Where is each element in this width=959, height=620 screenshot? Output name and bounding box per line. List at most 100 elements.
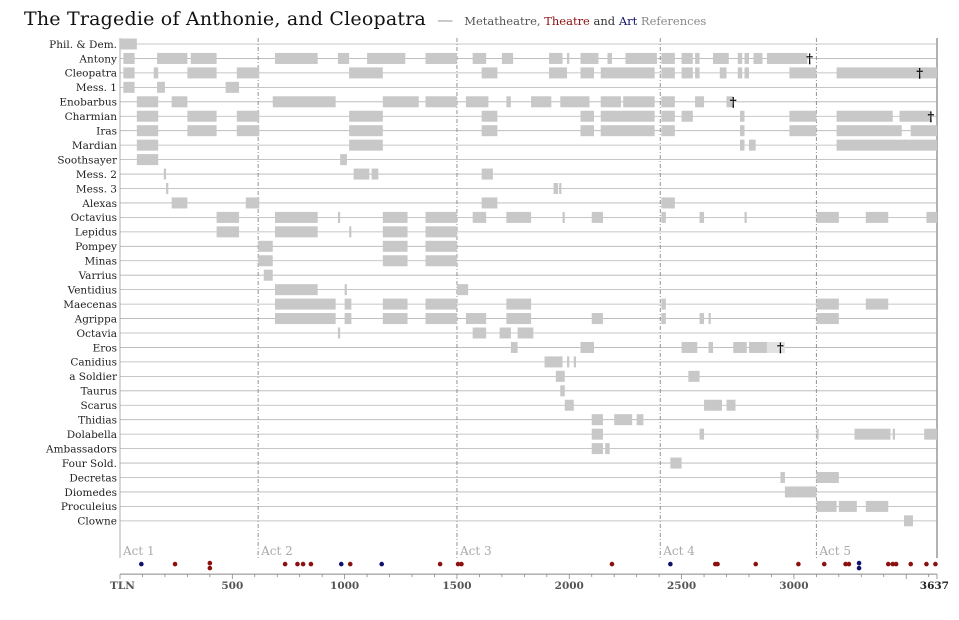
presence-bar bbox=[425, 240, 457, 252]
presence-bar bbox=[600, 96, 621, 108]
art-reference-dot bbox=[338, 561, 344, 567]
presence-bar bbox=[567, 356, 570, 368]
character-label: Pompey bbox=[75, 241, 117, 253]
presence-bar bbox=[854, 428, 891, 440]
x-tick-label: 1000 bbox=[330, 580, 359, 592]
presence-bar bbox=[245, 197, 260, 209]
presence-bar bbox=[739, 110, 745, 122]
presence-bar bbox=[739, 125, 745, 137]
presence-bar bbox=[719, 67, 727, 79]
subtitle-metatheatre: Metatheatre, bbox=[464, 14, 541, 28]
act-label: Act 5 bbox=[818, 544, 851, 558]
presence-bar bbox=[272, 96, 336, 108]
art-reference-dot bbox=[379, 561, 385, 567]
presence-bar bbox=[753, 52, 763, 64]
character-label: Mess. 2 bbox=[76, 169, 117, 181]
presence-bar bbox=[258, 240, 273, 252]
presence-bar bbox=[382, 240, 408, 252]
presence-bar bbox=[865, 298, 889, 310]
presence-bar bbox=[661, 298, 666, 310]
x-tick-label: 2500 bbox=[667, 580, 696, 592]
death-dagger: † bbox=[730, 95, 737, 110]
presence-bar bbox=[564, 399, 574, 411]
character-label: Alexas bbox=[81, 198, 117, 210]
presence-bar bbox=[425, 313, 457, 325]
presence-bar bbox=[726, 399, 736, 411]
presence-bar bbox=[789, 125, 817, 137]
presence-bar bbox=[506, 313, 532, 325]
presence-bar bbox=[274, 313, 336, 325]
death-dagger: † bbox=[777, 341, 784, 356]
presence-bar bbox=[681, 52, 693, 64]
chart-title-row: The Tragedie of Anthonie, and Cleopatra … bbox=[24, 8, 706, 30]
presence-bar bbox=[737, 67, 743, 79]
theatre-reference-dot bbox=[908, 561, 914, 567]
presence-bar bbox=[349, 125, 383, 137]
character-label: Canidius bbox=[70, 357, 117, 369]
theatre-reference-dot bbox=[890, 561, 896, 567]
presence-bar bbox=[726, 96, 734, 108]
presence-bar bbox=[506, 211, 532, 223]
presence-bar bbox=[739, 139, 745, 151]
art-reference-dot bbox=[668, 561, 673, 567]
presence-bar bbox=[708, 341, 714, 353]
presence-bar bbox=[591, 313, 603, 325]
theatre-reference-dot bbox=[933, 561, 938, 567]
presence-bar bbox=[560, 385, 565, 397]
art-reference-dot bbox=[856, 560, 862, 566]
presence-bar bbox=[591, 443, 603, 455]
theatre-reference-dot bbox=[300, 561, 306, 567]
presence-bar bbox=[580, 125, 594, 137]
presence-bar bbox=[382, 313, 408, 325]
character-label: Varrius bbox=[78, 270, 117, 282]
presence-bar bbox=[573, 356, 577, 368]
presence-bar bbox=[136, 125, 159, 137]
x-tick-label: 500 bbox=[221, 580, 243, 592]
presence-bar bbox=[472, 327, 487, 339]
character-label: Mess. 3 bbox=[76, 183, 117, 195]
presence-bar bbox=[481, 197, 498, 209]
character-label: Lepidus bbox=[75, 227, 117, 239]
presence-bar bbox=[699, 211, 705, 223]
presence-bar bbox=[171, 96, 188, 108]
character-label: Proculeius bbox=[61, 501, 117, 513]
character-label: Cleopatra bbox=[65, 68, 117, 80]
presence-bar bbox=[748, 341, 767, 353]
character-label: a Soldier bbox=[69, 371, 118, 383]
presence-bar bbox=[562, 211, 565, 223]
presence-bar bbox=[838, 500, 857, 512]
character-label: Diomedes bbox=[64, 487, 117, 499]
presence-bar bbox=[472, 52, 487, 64]
presence-bar bbox=[793, 486, 817, 498]
art-reference-dot bbox=[856, 565, 862, 571]
presence-bar bbox=[580, 67, 594, 79]
presence-bar bbox=[274, 52, 318, 64]
presence-bar bbox=[531, 96, 552, 108]
presence-bar bbox=[816, 428, 819, 440]
character-label: Phil. & Dem. bbox=[49, 39, 117, 51]
presence-bar bbox=[865, 500, 889, 512]
presence-bar bbox=[865, 211, 889, 223]
presence-bar bbox=[600, 110, 655, 122]
presence-bar bbox=[349, 226, 352, 238]
theatre-reference-dot bbox=[715, 561, 720, 567]
presence-bar bbox=[136, 110, 159, 122]
presence-bar bbox=[555, 370, 565, 382]
presence-bar bbox=[216, 211, 240, 223]
presence-bar bbox=[481, 110, 498, 122]
presence-bar bbox=[425, 52, 457, 64]
presence-bar bbox=[580, 110, 594, 122]
presence-bar bbox=[903, 515, 913, 527]
presence-bar bbox=[600, 67, 655, 79]
theatre-reference-dot bbox=[821, 561, 827, 567]
presence-bar bbox=[816, 298, 839, 310]
subtitle-theatre: Theatre bbox=[544, 14, 590, 28]
theatre-reference-dot bbox=[843, 561, 848, 567]
presence-bar bbox=[549, 67, 568, 79]
presence-bar bbox=[816, 313, 839, 325]
presence-bar bbox=[506, 96, 511, 108]
presence-bar bbox=[910, 125, 937, 137]
presence-bar bbox=[349, 139, 383, 151]
presence-bar bbox=[344, 313, 352, 325]
character-label: Agrippa bbox=[74, 313, 117, 325]
